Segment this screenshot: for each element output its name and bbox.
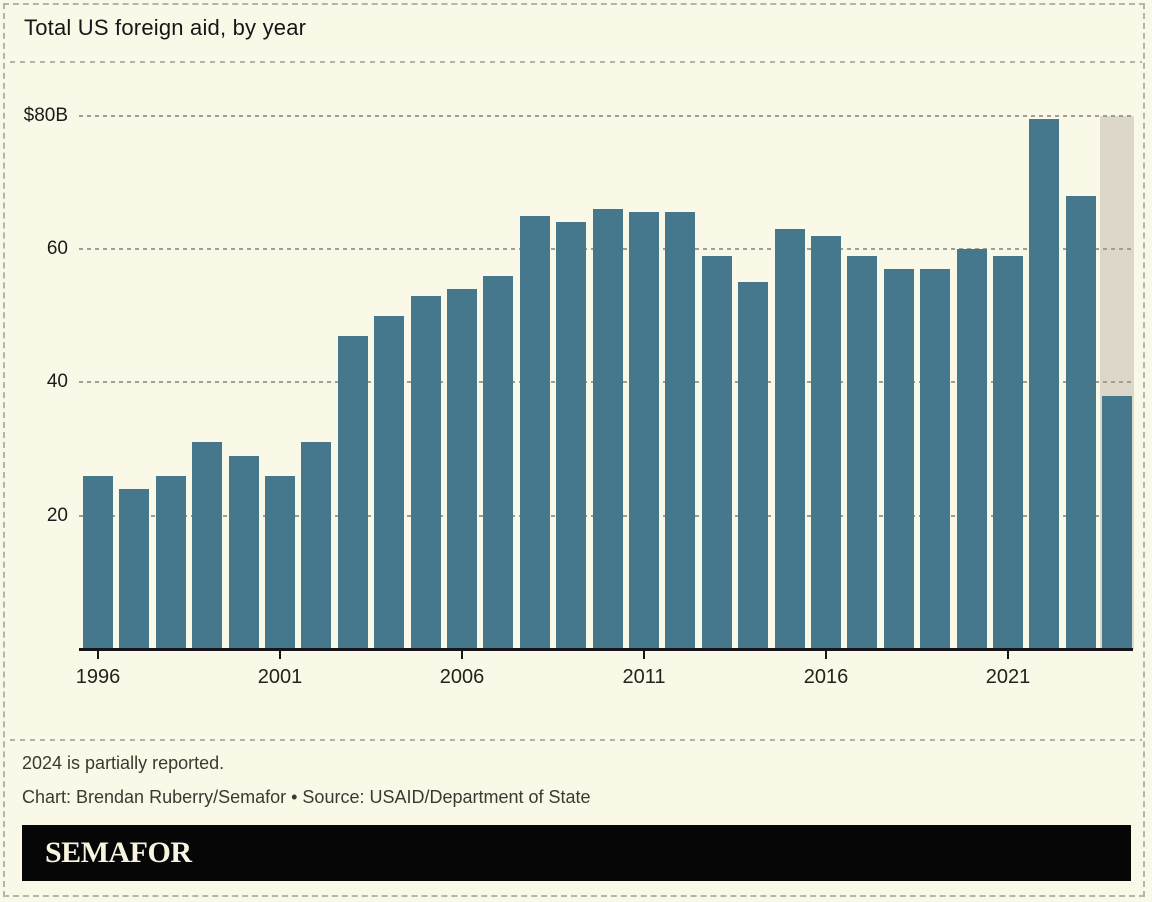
- bar: [847, 255, 878, 649]
- bar: [337, 335, 368, 649]
- footnote: 2024 is partially reported.: [22, 753, 225, 773]
- bar: [83, 475, 113, 649]
- bar: [629, 212, 659, 649]
- bar: [265, 475, 295, 649]
- bar: [119, 488, 150, 649]
- bar: [519, 215, 550, 649]
- x-tick: [279, 650, 281, 659]
- x-tick-label: 2021: [985, 666, 1031, 688]
- bar: [883, 268, 914, 649]
- bar: [483, 275, 514, 649]
- x-axis-line: [79, 648, 1133, 651]
- bar: [1102, 395, 1133, 649]
- x-tick-label: 2006: [439, 666, 485, 688]
- y-axis-label: 20: [46, 504, 68, 526]
- bar: [920, 268, 951, 649]
- x-tick-label: 2011: [622, 666, 666, 688]
- bar: [228, 455, 259, 649]
- bar: [774, 228, 805, 649]
- bar: [956, 248, 987, 649]
- x-tick: [97, 650, 99, 659]
- bar: [993, 255, 1023, 649]
- x-tick-label: 2001: [257, 666, 303, 688]
- x-tick: [1007, 650, 1009, 659]
- credit-line: Chart: Brendan Ruberry/Semafor • Source:…: [22, 787, 591, 807]
- y-axis-label: 40: [46, 371, 68, 393]
- bar: [192, 442, 223, 649]
- y-axis-label: 60: [46, 237, 68, 259]
- bar: [447, 288, 477, 649]
- bar: [592, 208, 623, 649]
- x-tick-label: 2016: [803, 666, 849, 688]
- bar: [811, 235, 841, 649]
- bar: [374, 315, 405, 649]
- bar: [738, 282, 769, 649]
- y-gridline: [79, 114, 1133, 117]
- bar: [410, 295, 441, 649]
- x-tick: [643, 650, 645, 659]
- bar: [301, 442, 332, 649]
- title-separator: [10, 61, 1142, 63]
- x-tick-label: 1996: [75, 666, 121, 688]
- semafor-logo-text: SEMAFOR: [45, 836, 192, 869]
- bar: [665, 212, 696, 649]
- x-tick: [825, 650, 827, 659]
- bar: [556, 222, 587, 649]
- bar: [701, 255, 732, 649]
- footer-separator: [10, 739, 1142, 741]
- chart-title: Total US foreign aid, by year: [24, 15, 307, 40]
- x-tick: [461, 650, 463, 659]
- bar-chart: $80B 60 40 20 1996 2001 2006 2011 2016 2021: [23, 104, 1135, 688]
- bar: [1029, 118, 1060, 649]
- bar: [1065, 195, 1096, 649]
- bar: [155, 475, 186, 649]
- semafor-logo-bar: SEMAFOR: [22, 825, 1131, 881]
- y-axis-label: $80B: [23, 104, 68, 126]
